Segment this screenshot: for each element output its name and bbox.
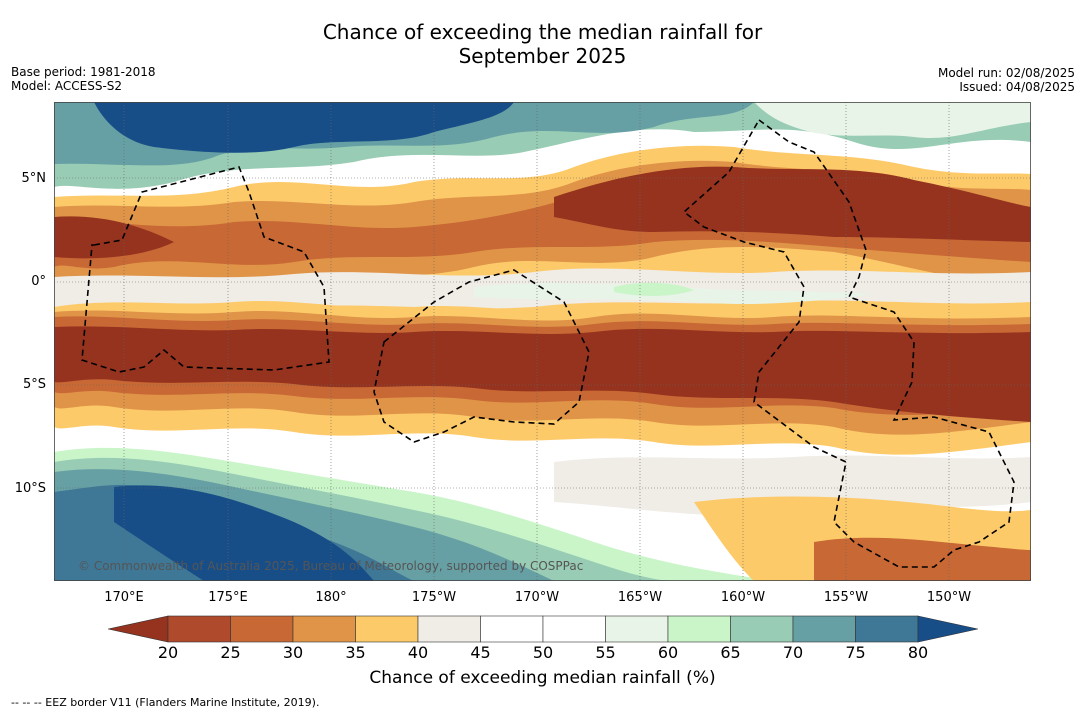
colorbar-segment — [542, 615, 606, 643]
colorbar-tick-label: 45 — [470, 643, 491, 662]
colorbar-tick-label: 50 — [532, 643, 554, 662]
colorbar-tick-label: 35 — [345, 643, 366, 662]
lon-label-170w: 170°W — [514, 590, 560, 605]
copyright-credit: © Commonwealth of Australia 2025, Bureau… — [78, 559, 584, 573]
colorbar-segment — [855, 615, 919, 643]
colorbar-segment — [167, 615, 231, 643]
lon-label-160w: 160°W — [720, 590, 766, 605]
colorbar-tick-label: 30 — [282, 643, 304, 662]
lat-label-0: 0° — [31, 274, 46, 289]
colorbar-segment — [667, 615, 731, 643]
lon-label-170e: 170°E — [104, 590, 144, 605]
colorbar-tick-label: 20 — [157, 643, 179, 662]
map-title-line1: Chance of exceeding the median rainfall … — [322, 20, 763, 44]
colorbar-tick-label: 55 — [595, 643, 616, 662]
model-run: Model run: 02/08/2025 — [937, 66, 1075, 80]
issued-date: Issued: 04/08/2025 — [959, 80, 1075, 94]
lon-label-165w: 165°W — [617, 590, 663, 605]
lon-label-150w: 150°W — [926, 590, 972, 605]
colorbar-segment — [230, 615, 294, 643]
map-title: Chance of exceeding the median rainfall … — [0, 20, 1085, 68]
colorbar-tick-label: 75 — [845, 643, 866, 662]
lat-label-10s: 10°S — [14, 481, 46, 496]
colorbar-segment — [917, 615, 978, 643]
eez-borders — [81, 118, 1015, 568]
lat-label-5n: 5°N — [21, 171, 47, 186]
map-fill — [54, 102, 1031, 581]
lon-label-175w: 175°W — [411, 590, 457, 605]
colorbar-tick-label: 80 — [907, 643, 929, 662]
lon-label-180: 180° — [315, 590, 347, 605]
colorbar-tick-label: 65 — [720, 643, 741, 662]
map-title-line2: September 2025 — [458, 44, 627, 68]
gridlines — [54, 102, 1031, 581]
colorbar-segment — [792, 615, 856, 643]
colorbar-segment — [480, 615, 544, 643]
rainfall-map — [54, 102, 1031, 581]
base-period: Base period: 1981-2018 — [11, 65, 156, 79]
colorbar-label: Chance of exceeding median rainfall (%) — [369, 668, 716, 688]
colorbar-segment — [417, 615, 481, 643]
model-name: Model: ACCESS-S2 — [11, 79, 123, 93]
colorbar-segments — [108, 615, 978, 643]
eez-footnote: -- -- -- EEZ border V11 (Flanders Marine… — [11, 696, 320, 709]
colorbar-tick-label: 60 — [657, 643, 679, 662]
meta-right: Model run: 02/08/2025 Issued: 04/08/2025 — [938, 66, 1075, 94]
colorbar-tick-label: 70 — [782, 643, 804, 662]
lon-label-175e: 175°E — [208, 590, 248, 605]
colorbar-segment — [292, 615, 356, 643]
colorbar-segment — [730, 615, 794, 643]
colorbar-tick-label: 25 — [220, 643, 241, 662]
lon-label-155w: 155°W — [823, 590, 869, 605]
colorbar-segment — [605, 615, 669, 643]
colorbar-segment — [355, 615, 419, 643]
colorbar-tick-label: 40 — [407, 643, 429, 662]
lat-label-5s: 5°S — [22, 377, 46, 392]
meta-left: Base period: 1981-2018 Model: ACCESS-S2 — [11, 65, 156, 93]
colorbar — [108, 615, 978, 643]
colorbar-segment — [108, 615, 169, 643]
